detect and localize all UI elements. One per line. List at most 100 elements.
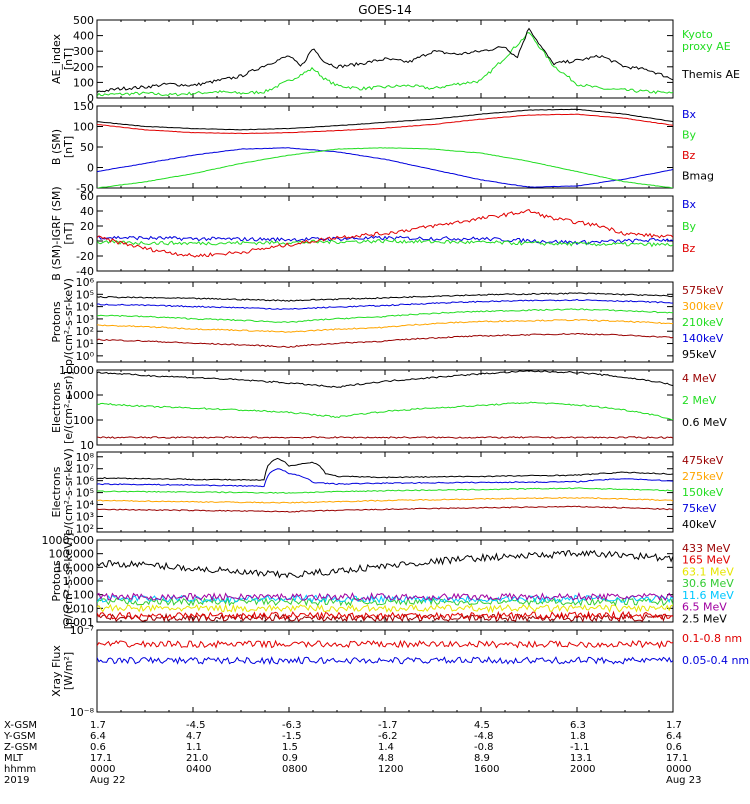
legend-label: Bz [682,149,696,162]
legend-label: 433 MeV [682,542,731,555]
y-tick-label: 20 [80,220,94,233]
y-tick-label: 0 [87,235,94,248]
legend-label: 30.6 MeV [682,577,734,590]
ephemeris-value: -1.5 [282,731,302,742]
y-axis-label: Xray Flux [50,645,63,697]
ephemeris-row-label: hhmm [4,764,36,775]
series-line-bmag [97,108,673,131]
ephemeris-value: 1600 [474,764,499,775]
ephemeris-row-label: Z-GSM [4,742,37,753]
panel-frame [96,629,674,713]
ephemeris-value: 21.0 [186,753,208,764]
ephemeris-value: 6.3 [570,720,586,731]
y-tick-label: 10⁻⁸ [70,706,95,719]
legend-label: 0.6 MeV [682,416,727,429]
ephemeris-value: 4.8 [378,753,394,764]
series-line-40kev [97,457,673,481]
series-line-63-1-mev [97,603,673,614]
legend-label: 0.1-0.8 nm [682,632,742,645]
y-axis-label: B (SM)-IGRF (SM) [50,186,63,280]
ephemeris-value: 0800 [282,764,307,775]
y-tick-label: 10³ [76,510,94,523]
plot-title: GOES-14 [358,3,412,17]
series-line-bx [97,147,673,188]
y-tick-label: 10 [80,439,94,452]
y-tick-label: 60 [80,190,94,203]
ephemeris-value: 6.4 [90,731,106,742]
y-tick-label: 50 [80,141,94,154]
y-tick-label: 10.000 [56,561,95,574]
series-line-165-mev [97,610,673,621]
legend-label: 2.5 MeV [682,612,727,625]
series-line-150kev [97,487,673,494]
ephemeris-value: 17.1 [90,753,112,764]
ephemeris-value: 2000 [570,764,595,775]
y-tick-label: -40 [76,265,94,278]
ephemeris-value: 13.1 [570,753,592,764]
legend-label: 140keV [682,332,724,345]
series-line-2-5-mev [97,549,673,579]
series-line-2-mev [97,401,673,421]
ephemeris-value: -4.5 [186,720,206,731]
legend-label: 2 MeV [682,394,717,407]
ephemeris-value: -1.1 [570,742,590,753]
y-axis-label: [nT] [62,222,75,244]
series-line-300kev [97,318,673,333]
ephemeris-value: 0.6 [666,742,682,753]
y-tick-label: 0.100 [63,589,95,602]
y-tick-label: 100.000 [49,548,95,561]
ephemeris-value: -6.3 [282,720,302,731]
ephemeris-value: 6.4 [666,731,682,742]
ephemeris-row-label: X-GSM [4,720,37,731]
series-line-11-6-mev [97,594,673,604]
ephemeris-value: 1.8 [570,731,586,742]
ephemeris-value: 1.7 [90,720,106,731]
panel-electrons_hi: 10 100 1000 10000 Electrons [e/(cm²-s-sr)] 4 M… [50,364,727,452]
ephemeris-value: 8.9 [474,753,490,764]
series-line-0-1-0-8-nm [97,639,673,649]
y-tick-label: 10² [76,325,94,338]
series-line-275kev [97,496,673,504]
y-axis-label: e/(cm²-s-sr-keV) [62,448,75,536]
legend-label: By [682,129,697,142]
series-line-bz [97,113,673,135]
y-axis-label: Protons [50,301,63,342]
legend-label: 300keV [682,300,724,313]
y-tick-label: 10⁸ [76,451,95,464]
y-tick-label: 100 [73,76,94,89]
legend-label: 165 MeV [682,554,731,567]
ephemeris-value: 4.7 [186,731,202,742]
y-axis-label: [W/m²] [62,652,75,690]
y-tick-label: 0 [87,162,94,175]
ephemeris-value: -4.8 [474,731,494,742]
ephemeris-value: -6.2 [378,731,398,742]
y-axis-label: p/(cm²-s-sr-keV) [62,278,75,366]
y-axis-label: [p/(cm²-s-sr-keV)] [62,533,75,630]
legend-label: 475keV [682,454,724,467]
y-tick-label: 500 [73,14,94,27]
y-axis-label: Electrons [50,382,63,433]
y-tick-label: 10⁻⁷ [70,624,94,637]
series-line-75kev [97,468,673,488]
series-line-0-05-0-4-nm [97,655,673,665]
panel-protons_hi: 0.0010.0100.1001.00010.000100.0001000.00… [42,533,735,630]
legend-label: 210keV [682,316,724,329]
series-line-bx [97,235,673,245]
legend-label: Bmag [682,170,714,183]
legend-label: 575keV [682,284,724,297]
y-axis-label: Electrons [50,466,63,517]
y-tick-label: 10⁴ [76,499,95,512]
legend-label: Bx [682,198,697,211]
legend-label: proxy AE [682,40,731,53]
y-axis-label: AE_index [50,33,63,84]
series-line-475kev [97,505,673,513]
series-line-575kev [97,332,673,348]
y-tick-label: 10⁵ [76,288,94,301]
ephemeris-value: 1.5 [282,742,298,753]
ephemeris-value: -0.8 [474,742,494,753]
